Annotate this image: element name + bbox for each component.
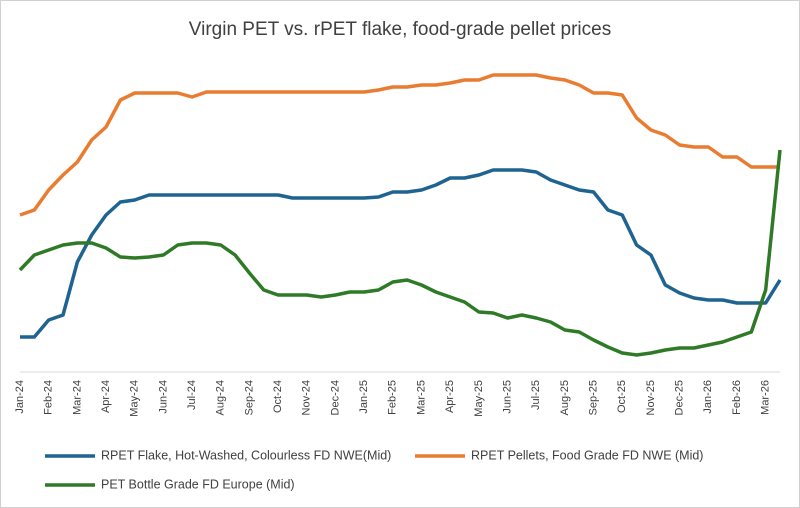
x-tick-label: Jan-24 [14,380,26,414]
x-tick-label: Mar-24 [71,380,83,415]
x-tick-label: Dec-25 [674,380,686,415]
legend-label: PET Bottle Grade FD Europe (Mid) [101,477,295,491]
x-tick-label: Oct-24 [272,380,284,413]
x-tick-label: May-24 [129,380,141,417]
x-tick-label: Apr-24 [100,380,112,413]
x-tick-label: Feb-25 [387,380,399,415]
x-tick-label: Feb-24 [43,380,55,415]
x-tick-label: Feb-26 [731,380,743,415]
x-tick-label: Oct-25 [616,380,628,413]
x-tick-label: Jun-25 [501,380,513,414]
legend-label: RPET Flake, Hot-Washed, Colourless FD NW… [101,448,391,462]
x-tick-label: Mar-25 [415,380,427,415]
x-tick-label: Sep-25 [587,380,599,415]
x-tick-label: Aug-24 [215,380,227,415]
x-tick-label: Dec-24 [329,380,341,415]
x-tick-label: Nov-24 [301,380,313,415]
series-line [18,149,782,357]
x-tick-label: May-25 [473,380,485,417]
x-tick-label: Apr-25 [444,380,456,413]
x-tick-label: Jul-24 [186,380,198,410]
x-tick-label: Jan-26 [702,380,714,414]
x-tick-label: Mar-26 [760,380,772,415]
x-tick-label: Aug-25 [559,380,571,415]
chart-title: Virgin PET vs. rPET flake, food-grade pe… [189,19,611,40]
legend-label: RPET Pellets, Food Grade FD NWE (Mid) [471,448,703,462]
series-line [20,168,782,339]
x-tick-label: Jun-24 [157,380,169,414]
x-tick-label: Jul-25 [530,380,542,410]
x-tick-label: Jan-25 [358,380,370,414]
series-line [19,73,780,217]
x-tick-label: Sep-24 [243,380,255,415]
x-tick-label: Nov-25 [645,380,657,415]
